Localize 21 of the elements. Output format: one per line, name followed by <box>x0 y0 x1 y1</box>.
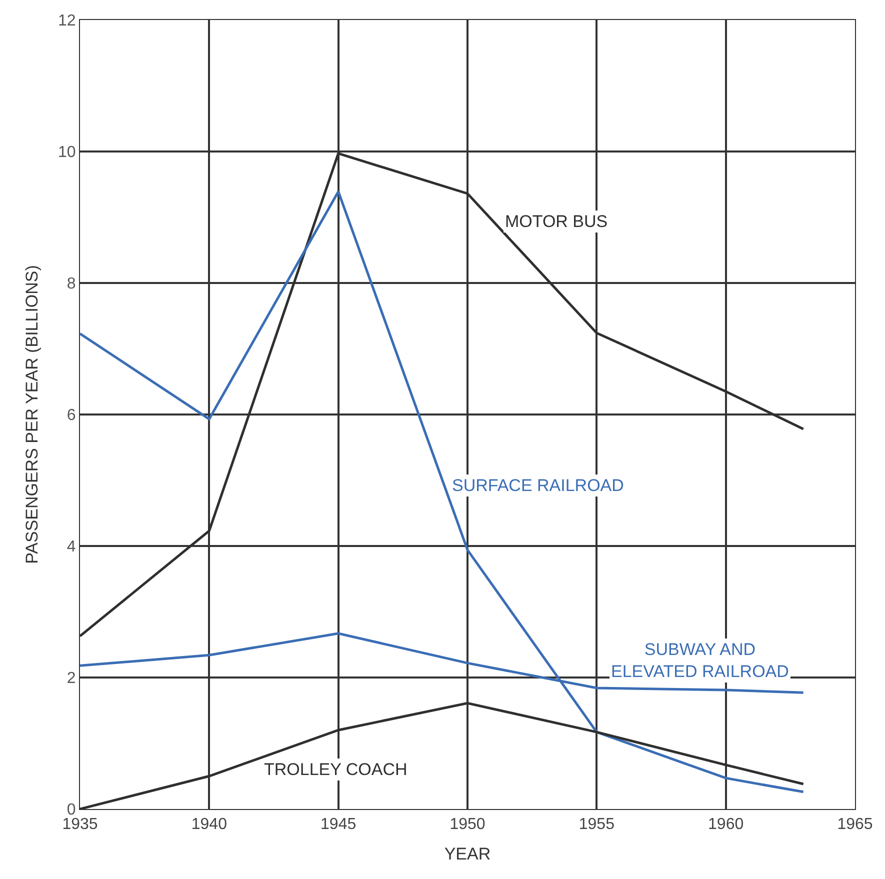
series-label: SUBWAY AND ELEVATED RAILROAD <box>611 640 789 682</box>
y-tick-label: 10 <box>58 144 76 162</box>
y-tick-label: 0 <box>66 802 76 819</box>
x-tick-label: 1950 <box>450 816 486 834</box>
x-tick-label: 1945 <box>320 816 356 834</box>
x-tick-label: 1955 <box>578 816 615 834</box>
y-tick-label: 6 <box>66 407 76 424</box>
y-tick-label: 4 <box>66 538 76 556</box>
series-label: SURFACE RAILROAD <box>452 476 624 495</box>
series-label: TROLLEY COACH <box>264 760 408 779</box>
x-tick-label: 1960 <box>708 816 744 834</box>
series-label: MOTOR BUS <box>505 212 608 231</box>
y-tick-label: 8 <box>66 276 76 293</box>
y-tick-label: 2 <box>66 670 76 688</box>
x-tick-label: 1965 <box>837 816 873 834</box>
x-tick-label: 1940 <box>191 816 228 834</box>
x-axis-title: YEAR <box>444 844 491 864</box>
y-axis-title: PASSENGERS PER YEAR (BILLIONS) <box>22 265 42 564</box>
line-series <box>80 190 805 794</box>
y-tick-label: 12 <box>58 12 76 30</box>
x-tick-label: 1935 <box>62 816 98 834</box>
